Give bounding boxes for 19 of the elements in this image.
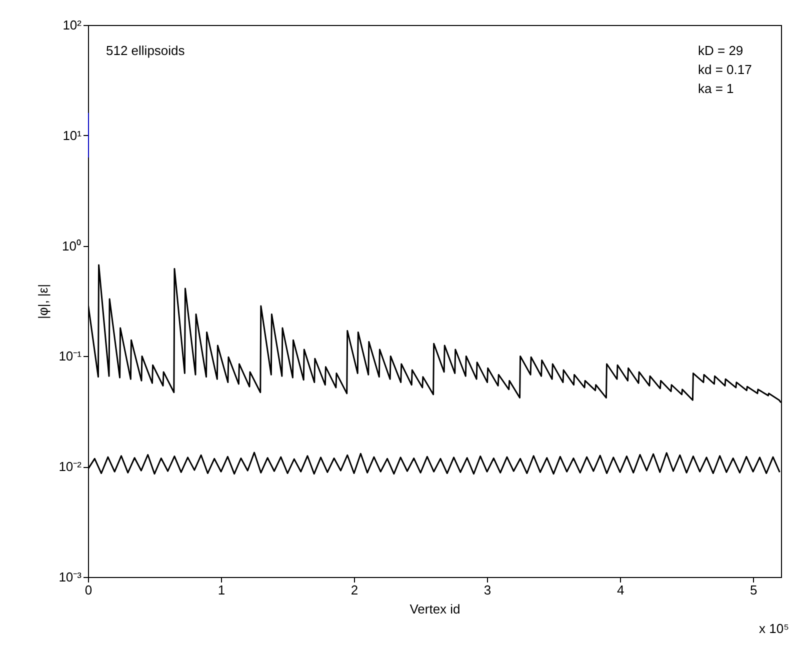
annotation: kD = 29 [698,43,744,58]
y-tick-label: 10⁰ [62,238,82,254]
x-tick-label: 3 [484,582,492,598]
x-axis-title: Vertex id [410,602,460,616]
x-tick-label: 5 [750,582,758,598]
x-tick-label: 0 [84,582,92,598]
y-tick-label: 10² [62,18,82,32]
y-axis-title: |φ|, |ε| [36,284,51,319]
y-tick-label: 10⁻¹ [58,348,82,364]
x-tick-label: 4 [616,582,624,598]
annotation: 512 ellipsoids [106,43,186,58]
annotation: ka = 1 [698,81,734,96]
y-tick-label: 10⁻³ [58,570,82,584]
y-tick-label: 10⁻² [58,459,82,474]
text: x 10⁵ [759,621,789,636]
x-tick-label: 2 [350,582,358,598]
x-tick-label: 1 [218,582,226,598]
annotation: kd = 0.17 [698,62,752,77]
y-tick-label: 10¹ [62,128,82,143]
